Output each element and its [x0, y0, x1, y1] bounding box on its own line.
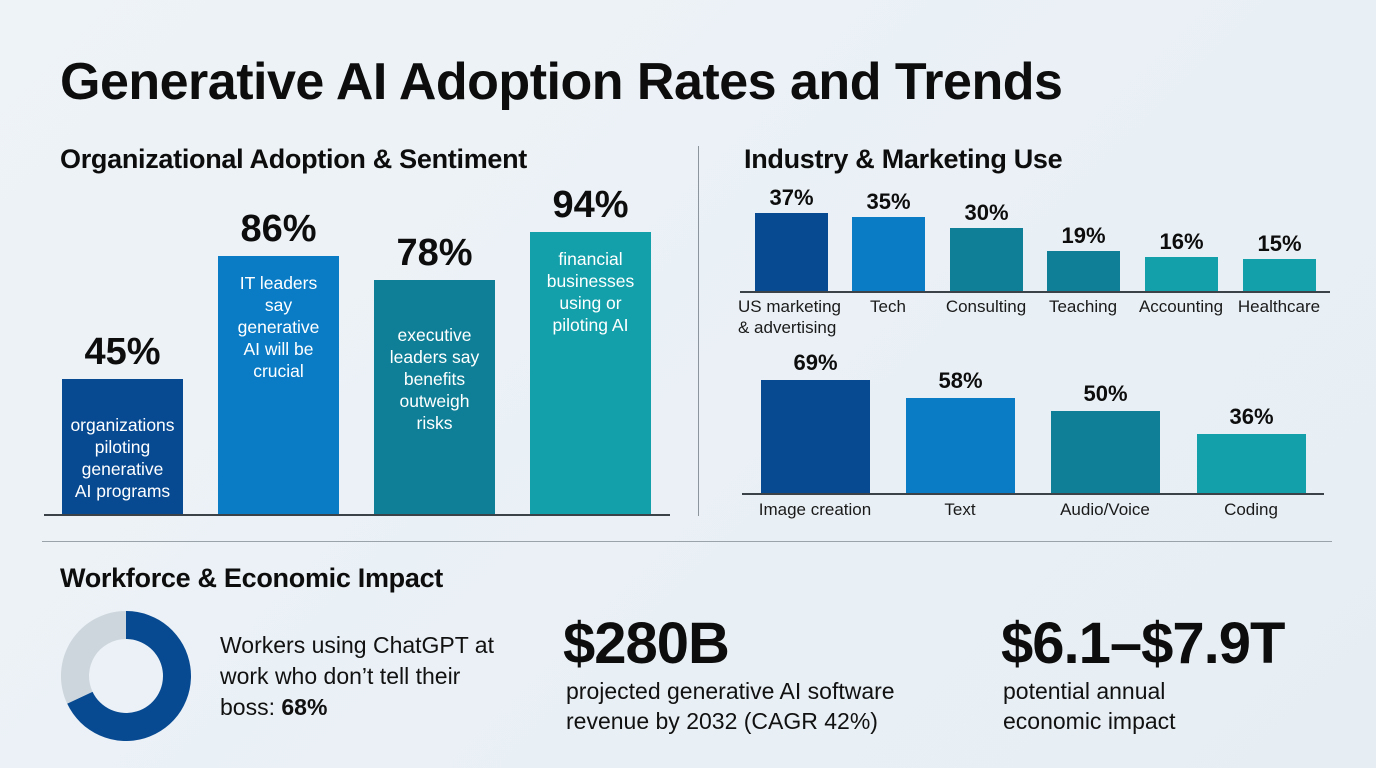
- bar-description-line: say: [264, 295, 293, 315]
- bar-4: [530, 232, 651, 514]
- section-title-workforce-impact: Workforce & Economic Impact: [60, 563, 443, 593]
- donut-slice-other: [60, 611, 126, 704]
- content-bar-label: Image creation: [758, 500, 872, 519]
- industry-bar-6: [1243, 259, 1316, 291]
- bar-description-line: financial: [558, 249, 623, 269]
- content-bar-label: Coding: [1224, 500, 1278, 519]
- bar-description-line: crucial: [253, 361, 304, 381]
- economic-impact-desc: potential annual economic impact: [1003, 676, 1176, 736]
- bar-value-label: 78%: [396, 232, 473, 274]
- bar-value-label: 86%: [240, 208, 317, 250]
- industry-bar-label-line: Tech: [870, 297, 906, 316]
- content-bar-label: Audio/Voice: [1060, 500, 1150, 519]
- industry-use-chart: 37% US marketing & advertising 35% Tech 30% Co…: [738, 185, 1330, 350]
- industry-bar-label-line: Teaching: [1048, 297, 1118, 316]
- chatgpt-secret-use-donut: [60, 611, 191, 741]
- horizontal-divider: [42, 541, 1332, 542]
- donut-description: Workers using ChatGPT at work who don’t …: [220, 630, 520, 723]
- bar-description-line: executive: [397, 325, 472, 345]
- content-x-axis: [742, 493, 1324, 495]
- bar-description-line: benefits: [403, 369, 466, 389]
- industry-bar-value: 35%: [866, 189, 911, 215]
- industry-x-axis: [740, 291, 1330, 293]
- bar-description-line: generative: [81, 459, 164, 479]
- industry-bar-value: 30%: [964, 199, 1009, 225]
- software-revenue-stat: $280B: [563, 611, 730, 676]
- industry-bar-4: [1047, 250, 1120, 291]
- industry-bar-label: Healthcare: [1224, 296, 1334, 317]
- bar-description-line: IT leaders: [239, 273, 318, 293]
- bar-description-line: AI programs: [74, 481, 171, 501]
- industry-bar-value: 19%: [1061, 222, 1106, 248]
- bar-description-line: businesses: [546, 271, 635, 291]
- section-title-industry-use: Industry & Marketing Use: [744, 144, 1063, 174]
- industry-bar-label: Consulting: [931, 296, 1041, 317]
- industry-bar-label: Tech: [833, 296, 943, 317]
- software-revenue-desc-line: projected generative AI software: [566, 678, 895, 704]
- bar-3: [374, 280, 495, 514]
- industry-bar-value: 16%: [1159, 229, 1204, 255]
- bar-description: organizations piloting generative AI progra…: [62, 414, 183, 502]
- content-bar-3: [1051, 411, 1160, 493]
- software-revenue-desc-line: revenue by 2032 (CAGR 42%): [566, 708, 878, 734]
- donut-description-text: Workers using ChatGPT at work who don’t …: [220, 632, 494, 720]
- industry-bar-label: Teaching: [1028, 296, 1138, 317]
- bar-value-label: 94%: [552, 184, 629, 226]
- content-bar-label: Text: [944, 500, 976, 519]
- industry-bar-2: [852, 217, 925, 291]
- industry-bar-label-line: Accounting: [1138, 297, 1224, 316]
- industry-bar-3: [950, 227, 1023, 291]
- content-bar-1: [761, 380, 870, 493]
- bar-2: [218, 256, 339, 514]
- content-bar-value: 36%: [1229, 404, 1274, 430]
- page-title: Generative AI Adoption Rates and Trends: [60, 53, 1063, 111]
- bar-description-line: organizations: [70, 415, 175, 435]
- bar-description-line: generative: [237, 317, 320, 337]
- bar-description-line: piloting: [94, 437, 151, 457]
- bar-description-line: piloting AI: [552, 315, 629, 335]
- org-adoption-chart: 45% organizations piloting generative AI pro…: [44, 180, 670, 516]
- x-axis-line: [44, 514, 670, 516]
- bar-description-line: risks: [416, 413, 453, 433]
- bar-value-label: 45%: [84, 331, 161, 373]
- industry-bar-1: [755, 213, 828, 291]
- bar-1: [62, 379, 183, 514]
- industry-bar-label-line: Consulting: [945, 297, 1027, 316]
- industry-bar-label: US marketing & advertising: [738, 296, 848, 338]
- vertical-divider: [698, 146, 699, 516]
- bar-description-line: outweigh: [399, 391, 470, 411]
- industry-bar-value: 37%: [769, 185, 814, 210]
- economic-impact-desc-line: economic impact: [1003, 708, 1176, 734]
- content-bar-value: 69%: [793, 350, 838, 375]
- bar-description-line: AI will be: [243, 339, 314, 359]
- economic-impact-desc-line: potential annual: [1003, 678, 1166, 704]
- industry-bar-5: [1145, 257, 1218, 291]
- industry-bar-label-line: US marketing: [738, 297, 841, 316]
- industry-bar-value: 15%: [1257, 231, 1302, 257]
- content-bar-2: [906, 398, 1015, 493]
- section-title-org-adoption: Organizational Adoption & Sentiment: [60, 144, 527, 174]
- industry-bar-label: Accounting: [1126, 296, 1236, 317]
- content-bar-4: [1197, 434, 1306, 493]
- content-bar-value: 50%: [1083, 381, 1128, 407]
- content-type-chart: 69% Image creation 58% Text 50% Audio/Voice 36…: [740, 350, 1330, 525]
- bar-description: financial businesses using or piloting AI: [530, 248, 651, 336]
- bar-description: IT leaders say generative AI will be crucial: [218, 272, 339, 382]
- bar-description-line: leaders say: [389, 347, 480, 367]
- bar-description: executive leaders say benefits outweigh risk…: [374, 324, 495, 434]
- donut-slice-dont-tell: [67, 611, 191, 741]
- content-bar-value: 58%: [938, 368, 983, 393]
- economic-impact-stat: $6.1–$7.9T: [1001, 611, 1285, 676]
- industry-bar-label-line: Healthcare: [1237, 297, 1321, 316]
- software-revenue-desc: projected generative AI software revenue…: [566, 676, 895, 736]
- bar-description-line: using or: [559, 293, 622, 313]
- donut-value: 68%: [281, 694, 328, 720]
- industry-bar-label-line: & advertising: [738, 318, 837, 337]
